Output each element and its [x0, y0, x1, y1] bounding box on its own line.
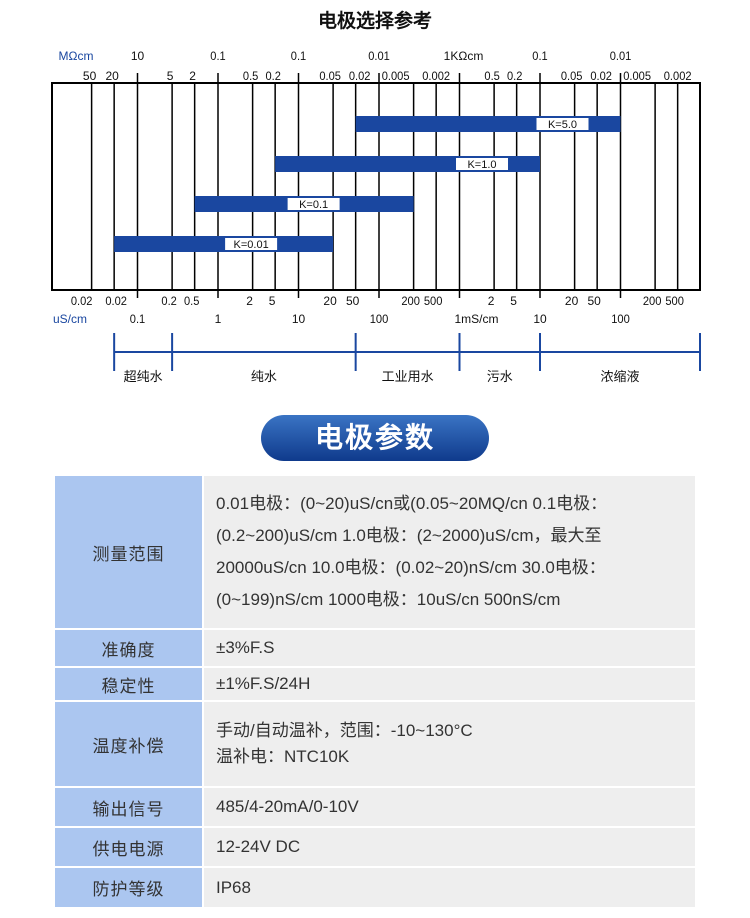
param-row: 供电电源 12-24V DC	[55, 828, 695, 866]
top-tick-label: 0.002	[422, 69, 450, 83]
top-tick-label: 0.2	[265, 69, 281, 83]
bar-label: K=0.1	[299, 199, 328, 211]
param-value: 12-24V DC	[204, 828, 695, 866]
bottom-tick-label: 200	[643, 294, 662, 308]
top-tick-label: 20	[105, 69, 119, 83]
top-tick-label: 0.02	[349, 69, 371, 83]
param-value: ±3%F.S	[204, 630, 695, 666]
region-label: 工业用水	[382, 370, 434, 385]
bottom-tick-label: 0.1	[130, 312, 146, 326]
top-tick-label: 0.02	[590, 69, 612, 83]
bottom-tick-label: 5	[269, 294, 276, 308]
param-value: IP68	[204, 868, 695, 907]
bar-label-bg	[225, 238, 278, 250]
param-value: 485/4-20mA/0-10V	[204, 788, 695, 826]
param-value-line: 0.01电极：(0~20)uS/cn或(0.05~20MQ/cn 0.1电极：	[216, 494, 608, 513]
bottom-tick-label: 500	[665, 294, 684, 308]
top-tick-label: 0.002	[664, 69, 692, 83]
bottom-tick-label: 10	[292, 312, 306, 326]
bottom-tick-label: 20	[323, 294, 337, 308]
bar-label: K=1.0	[467, 159, 496, 171]
bottom-tick-label: 100	[611, 312, 630, 326]
bottom-tick-label: 200	[401, 294, 420, 308]
top-tick-label: 1KΩcm	[444, 49, 484, 63]
top-tick-label: 0.1	[532, 49, 548, 63]
param-value-line: ±1%F.S/24H	[216, 674, 311, 693]
param-value-line: 20000uS/cn 10.0电极：(0.02~20)nS/cm 30.0电极：	[216, 558, 606, 577]
param-row: 输出信号 485/4-20mA/0-10V	[55, 788, 695, 826]
bar-label: K=0.01	[234, 239, 269, 251]
region-label: 污水	[487, 370, 513, 385]
param-value-line: ±3%F.S	[216, 638, 275, 657]
param-label: 温度补偿	[55, 702, 202, 786]
bottom-tick-label: 100	[370, 312, 389, 326]
param-label: 输出信号	[55, 788, 202, 826]
param-row: 测量范围 0.01电极：(0~20)uS/cn或(0.05~20MQ/cn 0.1…	[55, 476, 695, 628]
top-tick-label: 0.01	[610, 49, 632, 63]
top-tick-label: 0.05	[561, 69, 583, 83]
bottom-tick-label: 500	[424, 294, 443, 308]
param-value: ±1%F.S/24H	[204, 668, 695, 700]
bar-label: K=5.0	[548, 119, 577, 131]
region-label: 纯水	[251, 370, 277, 385]
param-label: 测量范围	[55, 476, 202, 628]
bottom-tick-label: 10	[533, 312, 547, 326]
top-tick-label: 5	[167, 69, 174, 83]
bar-label-bg	[536, 118, 589, 130]
bottom-tick-label: 50	[587, 294, 601, 308]
section-title: 电极参数	[261, 415, 489, 461]
param-value: 0.01电极：(0~20)uS/cn或(0.05~20MQ/cn 0.1电极： (…	[204, 476, 695, 628]
top-tick-label: 0.1	[210, 49, 226, 63]
bottom-tick-label: 20	[565, 294, 579, 308]
param-label: 防护等级	[55, 868, 202, 907]
top-axis-unit: MΩcm	[59, 49, 94, 63]
param-value-line: 温补电：NTC10K	[216, 747, 350, 766]
param-value-line: IP68	[216, 877, 251, 897]
param-value-line: (0.2~200)uS/cm 1.0电极：(2~2000)uS/cm，最大至	[216, 526, 602, 545]
param-row: 准确度 ±3%F.S	[55, 630, 695, 666]
bar-label-bg	[456, 158, 508, 170]
top-tick-label: 0.005	[382, 69, 410, 83]
bottom-tick-label: 1	[215, 312, 222, 326]
bottom-tick-label: 2	[488, 294, 495, 308]
bar-label-bg	[287, 198, 340, 210]
region-label: 浓缩液	[600, 369, 639, 385]
top-tick-label: 0.5	[484, 69, 500, 83]
param-value-line: 485/4-20mA/0-10V	[216, 797, 359, 816]
bottom-tick-label: 50	[346, 294, 360, 308]
bottom-tick-label: 0.02	[105, 294, 127, 308]
top-tick-label: 50	[83, 69, 97, 83]
bottom-axis-unit: uS/cm	[53, 312, 87, 326]
param-row: 温度补偿 手动/自动温补，范围：-10~130°C 温补电：NTC10K	[55, 702, 695, 786]
bottom-tick-label: 2	[246, 294, 253, 308]
param-value-line: 12-24V DC	[216, 837, 301, 856]
param-label: 稳定性	[55, 668, 202, 700]
bottom-tick-label: 0.02	[71, 294, 93, 308]
params-table: 测量范围 0.01电极：(0~20)uS/cn或(0.05~20MQ/cn 0.1…	[55, 476, 695, 909]
top-tick-label: 0.5	[243, 69, 259, 83]
top-tick-label: 0.05	[319, 69, 341, 83]
param-label: 供电电源	[55, 828, 202, 866]
top-tick-label: 2	[189, 69, 196, 83]
top-tick-label: 0.005	[623, 69, 651, 83]
chart-title: 电极选择参考	[317, 10, 432, 32]
range-bar	[114, 236, 334, 252]
top-tick-label: 0.2	[507, 69, 523, 83]
param-value-line: 手动/自动温补，范围：-10~130°C	[216, 721, 473, 740]
param-value-line: (0~199)nS/cm 1000电极：10uS/cn 500nS/cm	[216, 590, 561, 609]
bottom-tick-label: 0.2	[161, 294, 177, 308]
bottom-tick-label: 0.5	[184, 294, 200, 308]
top-tick-label: 10	[131, 49, 145, 63]
param-row: 稳定性 ±1%F.S/24H	[55, 668, 695, 700]
chart-frame	[51, 82, 701, 291]
param-row: 防护等级 IP68	[55, 868, 695, 907]
param-label: 准确度	[55, 630, 202, 666]
bottom-tick-label: 5	[510, 294, 517, 308]
region-label: 超纯水	[124, 370, 163, 385]
top-tick-label: 0.01	[368, 49, 390, 63]
bottom-tick-label: 1mS/cm	[454, 312, 498, 326]
top-tick-label: 0.1	[291, 49, 307, 63]
param-value: 手动/自动温补，范围：-10~130°C 温补电：NTC10K	[204, 702, 695, 786]
